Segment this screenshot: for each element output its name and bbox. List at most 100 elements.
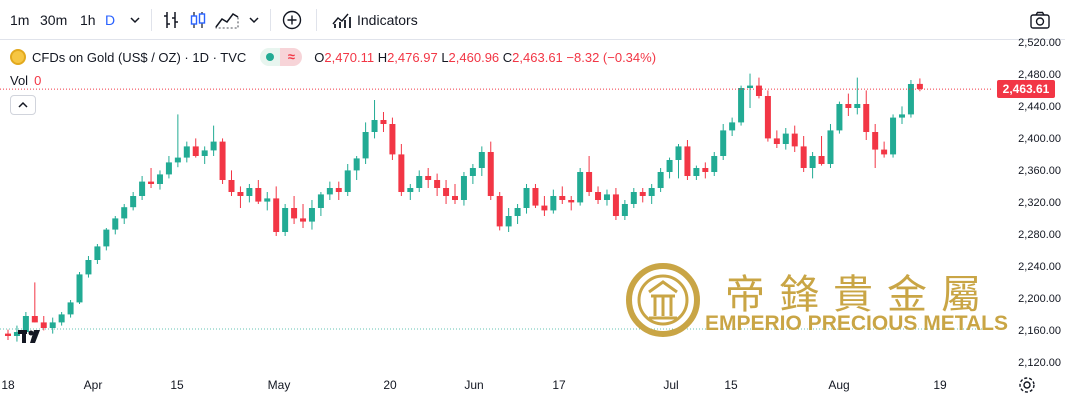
candle-body [863, 104, 870, 132]
candle-body [809, 156, 816, 168]
price-chart[interactable] [0, 40, 993, 370]
candle-body [684, 146, 691, 176]
candle-body [407, 188, 414, 192]
symbol-legend: CFDs on Gold (US$ / OZ) · 1D · TVC ≈ O 2,… [10, 48, 656, 66]
toolbar-divider [151, 9, 152, 31]
candle-body [308, 208, 315, 222]
indicators-icon [332, 13, 351, 28]
candle-body [648, 188, 655, 196]
candle-body [219, 141, 226, 180]
candle-body [541, 205, 548, 211]
candle-body [675, 146, 682, 160]
candle-body [183, 146, 190, 158]
candle-body [317, 194, 324, 208]
candle-body [586, 172, 593, 192]
candle-body [255, 188, 262, 202]
camera-icon[interactable] [1029, 9, 1051, 31]
candle-body [747, 85, 754, 88]
price-tick-label: 2,520.00 [1018, 37, 1061, 49]
time-tick-label: Apr [83, 378, 103, 392]
candle-body [899, 114, 905, 118]
candle-body [845, 104, 852, 108]
time-tick-label: Aug [828, 378, 850, 392]
tradingview-logo[interactable] [18, 330, 42, 349]
indicators-label: Indicators [357, 12, 418, 28]
chevron-down-icon[interactable] [247, 9, 261, 31]
candle-body [603, 194, 610, 200]
candle-body [881, 149, 888, 155]
candle-body [121, 207, 128, 219]
price-tick-label: 2,400.00 [1018, 133, 1061, 145]
settings-gear-icon[interactable] [1018, 376, 1036, 394]
price-tick-label: 2,440.00 [1018, 101, 1061, 113]
candle-body [693, 168, 700, 176]
candle-body [505, 216, 512, 227]
candle-body [666, 160, 673, 172]
candle-body [103, 229, 110, 247]
interval-30m[interactable]: 30m [40, 12, 68, 28]
candle-body [22, 316, 29, 332]
chevron-down-icon[interactable] [128, 9, 142, 31]
candle-body [469, 168, 476, 176]
high-value: 2,476.97 [387, 49, 438, 65]
emperio-logo-icon [626, 263, 700, 337]
price-tick-label: 2,360.00 [1018, 165, 1061, 177]
candle-body [791, 133, 798, 147]
candle-body [201, 150, 208, 156]
candle-body [702, 168, 709, 172]
candle-body [452, 196, 458, 200]
collapse-legend-button[interactable] [10, 95, 36, 115]
candle-body [738, 88, 745, 123]
time-tick-label: Jul [663, 378, 679, 392]
open-label: O [314, 49, 325, 65]
interval-1m[interactable]: 1m [10, 12, 30, 28]
area-chart-icon[interactable] [214, 9, 240, 31]
symbol-title[interactable]: CFDs on Gold (US$ / OZ) · 1D · TVC [32, 49, 247, 65]
candle-body [496, 196, 503, 227]
candle-body [800, 146, 807, 168]
candle-body [210, 141, 217, 151]
candle-body [58, 314, 65, 323]
candle-body [94, 246, 101, 260]
time-tick-label: 15 [170, 378, 184, 392]
candle-body [5, 333, 11, 336]
candle-body [755, 85, 762, 96]
candles-chart-icon[interactable] [187, 9, 209, 31]
candle-body [854, 104, 861, 108]
candle-body [85, 260, 92, 275]
indicators-button[interactable]: Indicators [331, 9, 418, 31]
candle-body [720, 130, 727, 156]
candle-body [729, 122, 736, 131]
interval-1h[interactable]: 1h [80, 12, 96, 28]
bars-chart-icon[interactable] [160, 9, 182, 31]
price-tick-label: 2,280.00 [1018, 229, 1061, 241]
candle-body [657, 172, 664, 188]
price-tick-label: 2,160.00 [1018, 325, 1061, 337]
candle-body [523, 188, 530, 208]
candle-body [228, 180, 235, 192]
candle-body [434, 180, 441, 188]
price-tick-label: 2,200.00 [1018, 293, 1061, 305]
candle-body [773, 138, 780, 144]
candle-body [67, 302, 74, 315]
candle-body [282, 208, 289, 232]
candle-body [621, 204, 628, 216]
candle-body [156, 174, 163, 184]
candle-series [5, 73, 923, 342]
toolbar-divider [316, 9, 317, 31]
price-axis[interactable]: 2,520.00 2,480.00 2,440.00 2,400.00 2,360.00… [993, 37, 1065, 370]
candle-body [398, 154, 405, 192]
market-status[interactable]: ≈ [260, 48, 303, 66]
candle-body [514, 208, 521, 216]
low-label: L [441, 49, 449, 65]
time-tick-label: 17 [552, 378, 566, 392]
close-label: C [502, 49, 513, 65]
candle-body [112, 218, 119, 230]
candle-body [532, 188, 539, 206]
interval-d[interactable]: D [105, 12, 116, 28]
volume-legend: Vol 0 [10, 73, 41, 88]
candle-body [31, 316, 38, 323]
candle-body [237, 192, 244, 196]
candle-body [782, 133, 789, 144]
add-compare-icon[interactable] [281, 9, 303, 31]
